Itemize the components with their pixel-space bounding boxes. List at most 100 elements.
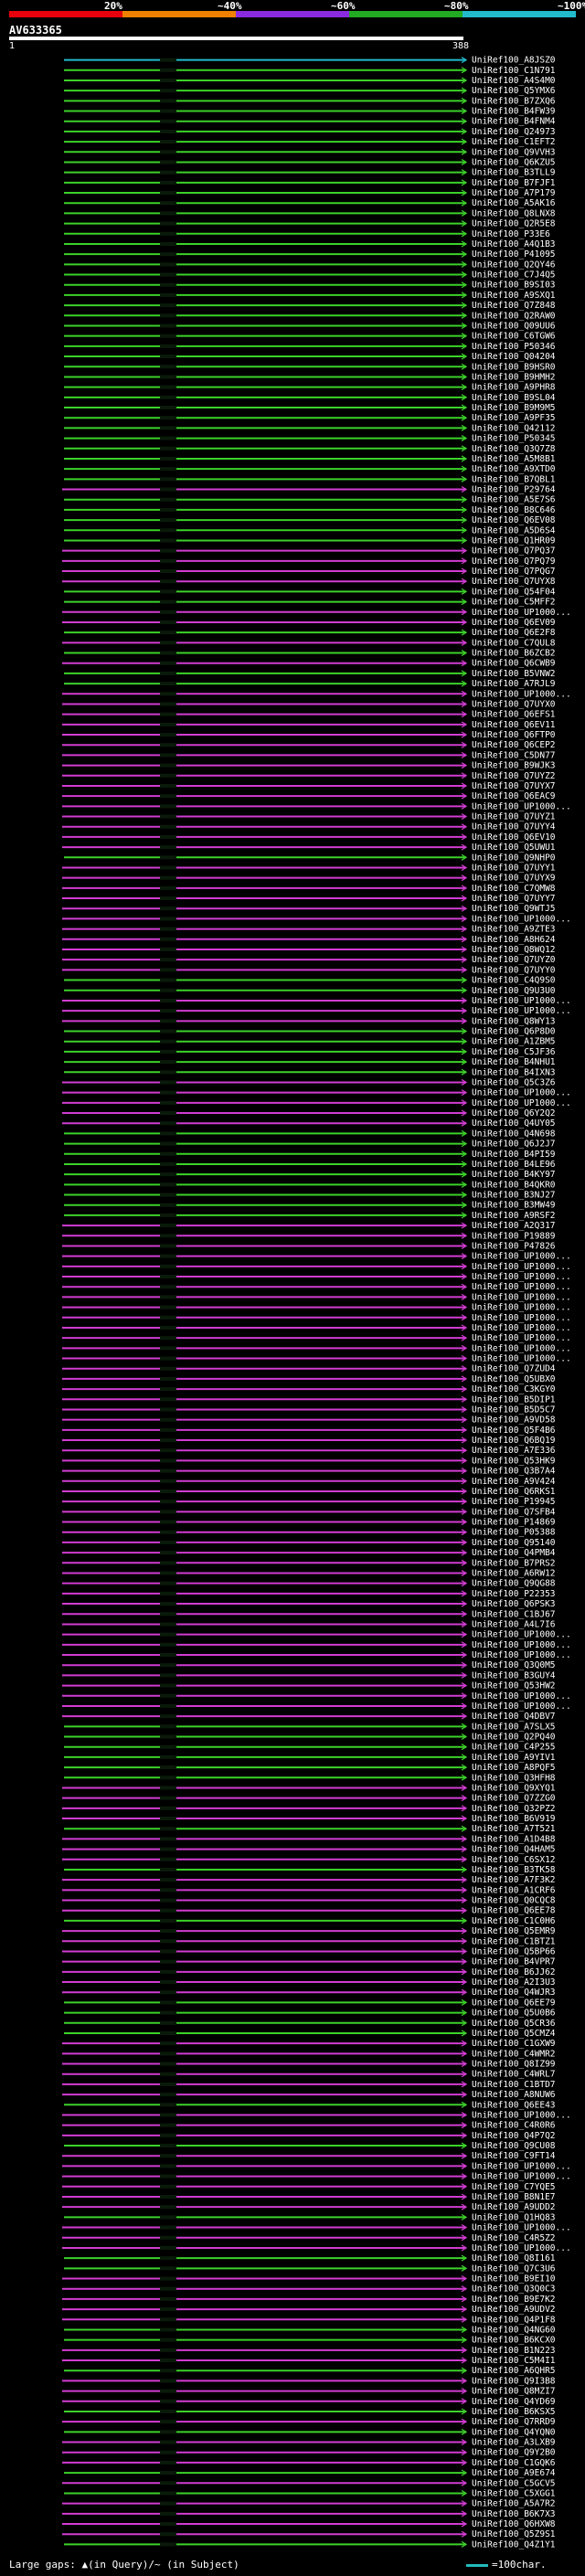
hit-label[interactable]: UniRef100_B9SL04 [472, 393, 556, 403]
hit-label[interactable]: UniRef100_B9HMH2 [472, 372, 556, 382]
hit-label[interactable]: UniRef100_A5AK16 [472, 198, 556, 208]
hit-row[interactable]: UniRef100_P19945 [62, 1497, 556, 1507]
hit-row[interactable]: UniRef100_B9EI10 [62, 2274, 556, 2284]
hit-label[interactable]: UniRef100_C1BJ67 [472, 1609, 556, 1619]
hit-label[interactable]: UniRef100_P47826 [472, 1241, 556, 1251]
hit-label[interactable]: UniRef100_UP1000... [472, 801, 571, 811]
hit-row[interactable]: UniRef100_B5DIP1 [62, 1394, 556, 1405]
hit-label[interactable]: UniRef100_Q8LNX8 [472, 208, 556, 218]
hit-row[interactable]: UniRef100_UP1000... [62, 1354, 571, 1364]
hit-label[interactable]: UniRef100_Q5F4B6 [472, 1426, 556, 1436]
hit-row[interactable]: UniRef100_B9HMH2 [64, 372, 556, 382]
hit-row[interactable]: UniRef100_B9SL04 [64, 393, 556, 403]
hit-label[interactable]: UniRef100_A5M8B1 [472, 454, 556, 464]
hit-label[interactable]: UniRef100_B4IXN3 [472, 1067, 556, 1077]
hit-label[interactable]: UniRef100_UP1000... [472, 996, 571, 1006]
hit-label[interactable]: UniRef100_Q6CWB9 [472, 659, 556, 669]
hit-row[interactable]: UniRef100_UP1000... [62, 2223, 571, 2233]
hit-label[interactable]: UniRef100_UP1000... [472, 1282, 571, 1292]
hit-row[interactable]: UniRef100_C5MFF2 [64, 598, 556, 608]
hit-label[interactable]: UniRef100_B7QBL1 [472, 474, 556, 484]
hit-label[interactable]: UniRef100_B4LE96 [472, 1160, 556, 1170]
hit-label[interactable]: UniRef100_Q7UYX9 [472, 874, 556, 884]
hit-label[interactable]: UniRef100_Q7PQ37 [472, 546, 556, 557]
hit-label[interactable]: UniRef100_Q7UYX8 [472, 577, 556, 587]
hit-row[interactable]: UniRef100_Q6P8D0 [64, 1027, 556, 1037]
hit-row[interactable]: UniRef100_Q7UYX9 [62, 874, 556, 884]
hit-label[interactable]: UniRef100_B3TLL9 [472, 168, 556, 178]
hit-label[interactable]: UniRef100_UP1000... [472, 1303, 571, 1313]
hit-label[interactable]: UniRef100_Q7RRD9 [472, 2417, 556, 2427]
hit-row[interactable]: UniRef100_Q7UYZ1 [62, 812, 556, 822]
hit-row[interactable]: UniRef100_UP1000... [62, 2243, 571, 2253]
hit-row[interactable]: UniRef100_Q7C3U6 [64, 2263, 556, 2274]
hit-label[interactable]: UniRef100_Q9CU08 [472, 2141, 556, 2151]
hit-row[interactable]: UniRef100_Q5U0B6 [64, 2009, 556, 2019]
hit-label[interactable]: UniRef100_Q6HXW8 [472, 2519, 556, 2529]
hit-label[interactable]: UniRef100_UP1000... [472, 914, 571, 924]
hit-row[interactable]: UniRef100_C4R5Z2 [62, 2233, 556, 2243]
hit-row[interactable]: UniRef100_UP1000... [62, 914, 571, 924]
hit-row[interactable]: UniRef100_C1BTZ1 [62, 1936, 556, 1946]
hit-label[interactable]: UniRef100_P22353 [472, 1589, 556, 1599]
hit-label[interactable]: UniRef100_Q5UWU1 [472, 843, 556, 853]
hit-row[interactable]: UniRef100_A4S4M0 [64, 76, 556, 86]
hit-label[interactable]: UniRef100_A4L7I6 [472, 1619, 556, 1629]
hit-label[interactable]: UniRef100_UP1000... [472, 1272, 571, 1282]
hit-label[interactable]: UniRef100_Q3Q7Z8 [472, 444, 556, 454]
hit-row[interactable]: UniRef100_Q4NG60 [64, 2325, 556, 2335]
hit-label[interactable]: UniRef100_A7T521 [472, 1824, 556, 1834]
hit-label[interactable]: UniRef100_Q4N698 [472, 1129, 556, 1139]
hit-label[interactable]: UniRef100_B9WJK3 [472, 761, 556, 771]
hit-label[interactable]: UniRef100_A9PF35 [472, 413, 556, 423]
hit-label[interactable]: UniRef100_Q32PZ2 [472, 1804, 556, 1814]
hit-row[interactable]: UniRef100_UP1000... [62, 1313, 571, 1323]
hit-label[interactable]: UniRef100_C1GXW9 [472, 2039, 556, 2049]
hit-row[interactable]: UniRef100_A9PF35 [64, 413, 556, 423]
hit-row[interactable]: UniRef100_Q7ZZG0 [62, 1794, 556, 1804]
hit-row[interactable]: UniRef100_A9V424 [62, 1477, 556, 1487]
hit-row[interactable]: UniRef100_Q7UYZ0 [62, 955, 556, 965]
hit-label[interactable]: UniRef100_Q6KZU5 [472, 157, 556, 167]
hit-label[interactable]: UniRef100_Q6CEP2 [472, 740, 556, 750]
hit-row[interactable]: UniRef100_B6KSX5 [64, 2407, 556, 2417]
hit-label[interactable]: UniRef100_C5M4I1 [472, 2356, 556, 2366]
hit-row[interactable]: UniRef100_Q4PMB4 [62, 1548, 556, 1558]
hit-label[interactable]: UniRef100_Q3Q0M5 [472, 1660, 556, 1670]
hit-row[interactable]: UniRef100_A7RJL9 [64, 679, 556, 689]
hit-row[interactable]: UniRef100_Q6CWB9 [62, 659, 556, 669]
hit-label[interactable]: UniRef100_C1EFT2 [472, 137, 556, 147]
hit-row[interactable]: UniRef100_UP1000... [62, 801, 571, 811]
hit-label[interactable]: UniRef100_B4FW39 [472, 107, 556, 117]
hit-row[interactable]: UniRef100_Q2PQ40 [64, 1733, 556, 1743]
hit-label[interactable]: UniRef100_B9M9M5 [472, 403, 556, 413]
hit-label[interactable]: UniRef100_A9YIV1 [472, 1753, 556, 1763]
hit-row[interactable]: UniRef100_Q53HW2 [62, 1681, 556, 1691]
hit-label[interactable]: UniRef100_Q5BP66 [472, 1946, 556, 1956]
hit-label[interactable]: UniRef100_B4PI59 [472, 1150, 556, 1160]
hit-row[interactable]: UniRef100_Q7UYY4 [62, 822, 556, 832]
hit-row[interactable]: UniRef100_B7PRS2 [62, 1558, 556, 1568]
hit-row[interactable]: UniRef100_A7SLX5 [64, 1722, 556, 1732]
hit-label[interactable]: UniRef100_B4QKR0 [472, 1180, 556, 1190]
hit-row[interactable]: UniRef100_Q95140 [62, 1538, 556, 1548]
hit-row[interactable]: UniRef100_Q3Q0M5 [62, 1660, 556, 1670]
hit-row[interactable]: UniRef100_A1ZBM5 [64, 1037, 556, 1047]
hit-row[interactable]: UniRef100_A7T521 [64, 1824, 556, 1834]
hit-row[interactable]: UniRef100_Q1HR09 [64, 535, 556, 546]
hit-label[interactable]: UniRef100_UP1000... [472, 1098, 571, 1108]
hit-label[interactable]: UniRef100_Q5UBX0 [472, 1374, 556, 1384]
hit-row[interactable]: UniRef100_UP1000... [62, 1640, 571, 1650]
hit-label[interactable]: UniRef100_B6KCX0 [472, 2336, 556, 2346]
hit-label[interactable]: UniRef100_A9UDD2 [472, 2202, 556, 2212]
hit-label[interactable]: UniRef100_Q7UYX7 [472, 781, 556, 791]
hit-label[interactable]: UniRef100_Q2R5E8 [472, 219, 556, 229]
hit-row[interactable]: UniRef100_Q5UWU1 [62, 843, 556, 853]
hit-label[interactable]: UniRef100_A9V424 [472, 1477, 556, 1487]
hit-row[interactable]: UniRef100_UP1000... [62, 689, 571, 699]
hit-label[interactable]: UniRef100_B6KSX5 [472, 2407, 556, 2417]
hit-label[interactable]: UniRef100_Q8IZ99 [472, 2060, 556, 2070]
hit-row[interactable]: UniRef100_UP1000... [62, 1272, 571, 1282]
hit-label[interactable]: UniRef100_C1N791 [472, 66, 556, 76]
hit-label[interactable]: UniRef100_UP1000... [472, 1262, 571, 1272]
